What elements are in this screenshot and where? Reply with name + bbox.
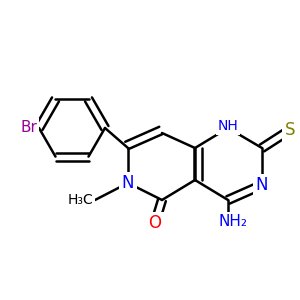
Text: Br: Br — [20, 121, 37, 136]
Text: NH₂: NH₂ — [218, 214, 248, 230]
Text: N: N — [256, 176, 268, 194]
Text: NH: NH — [218, 119, 239, 133]
Text: N: N — [122, 174, 134, 192]
Text: S: S — [285, 121, 295, 139]
Text: H₃C: H₃C — [67, 193, 93, 207]
Text: O: O — [148, 214, 161, 232]
